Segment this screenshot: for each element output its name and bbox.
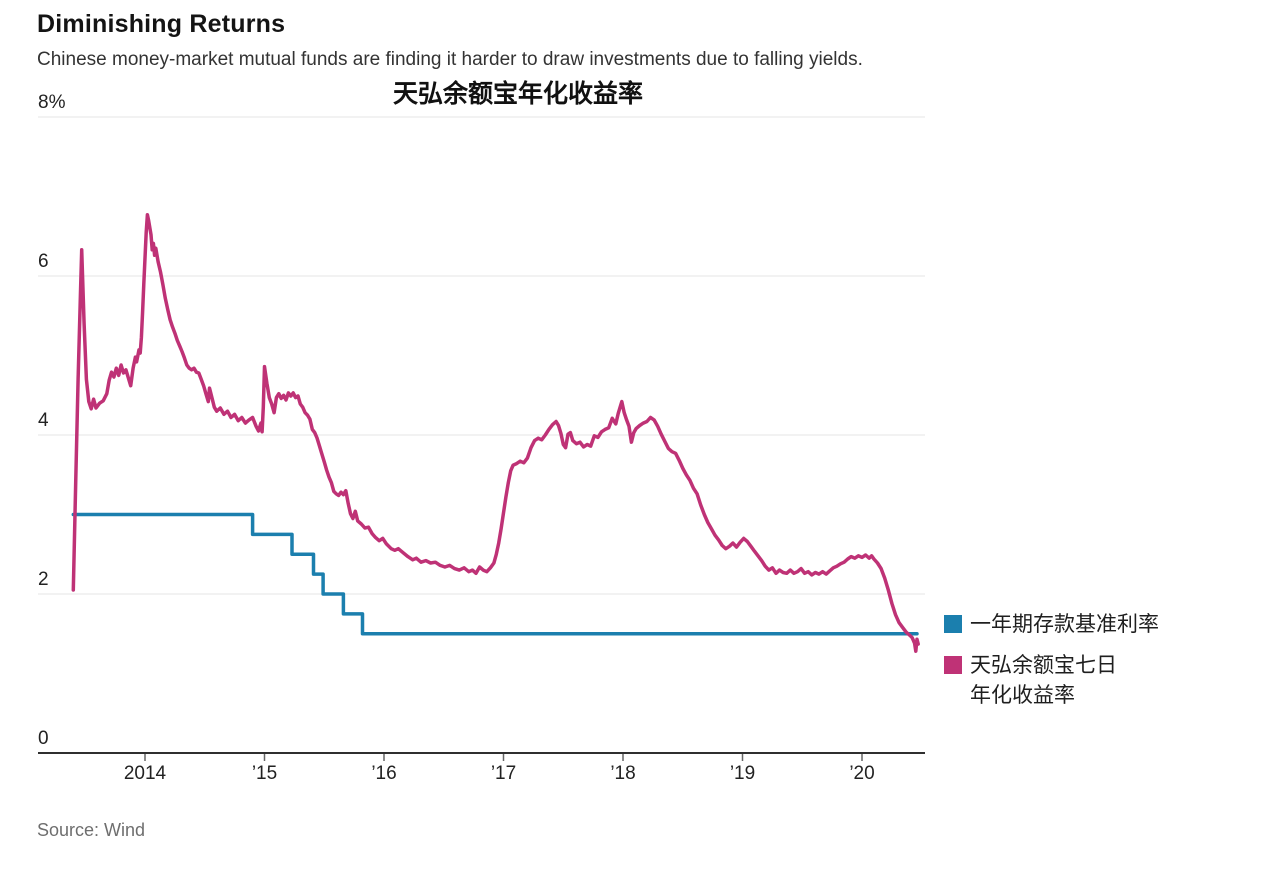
legend-label-yuebao: 天弘余额宝七日 年化收益率 [970,651,1117,711]
y-axis-label: 4 [38,410,49,431]
y-axis-label: 0 [38,728,49,749]
legend-label-benchmark: 一年期存款基准利率 [970,613,1159,636]
legend-label-yuebao-line2: 年化收益率 [970,684,1075,707]
x-axis-label: ’20 [849,763,875,784]
x-axis-label: 2014 [123,763,167,784]
page-title: Diminishing Returns [37,10,286,38]
legend-label-yuebao-line1: 天弘余额宝七日 [970,654,1117,677]
page-subtitle: Chinese money-market mutual funds are fi… [37,49,863,70]
x-axis-label: ’16 [371,763,397,784]
source-note: Source: Wind [37,820,146,840]
x-axis-label: ’15 [251,763,278,784]
x-axis-label: ’18 [610,763,636,784]
chart-title: 天弘余额宝年化收益率 [392,80,644,108]
x-axis-label: ’17 [490,763,517,784]
legend-swatch-magenta-icon [944,656,962,674]
series-line-1 [71,213,920,653]
x-axis-label: ’19 [729,763,756,784]
legend-item-yuebao-yield: 天弘余额宝七日 年化收益率 [944,651,1159,711]
legend-swatch-blue-icon [944,615,962,633]
series-line-0 [71,512,919,636]
y-axis-label: 2 [38,569,49,590]
legend-item-benchmark-rate: 一年期存款基准利率 [944,610,1159,640]
y-axis-label: 8% [38,92,66,113]
legend: 一年期存款基准利率 天弘余额宝七日 年化收益率 [944,610,1159,722]
y-axis-label: 6 [38,251,49,272]
